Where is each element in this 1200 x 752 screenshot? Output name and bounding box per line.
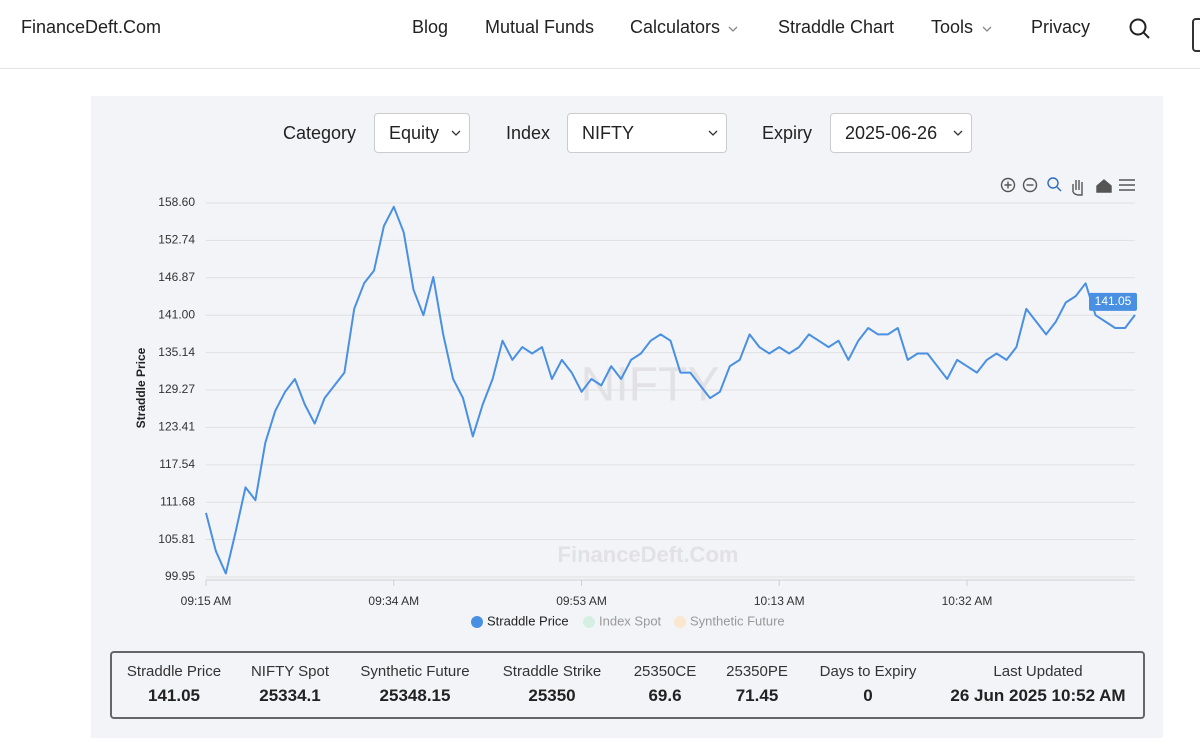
scrollbar	[1192, 18, 1200, 52]
pan-button[interactable]	[1072, 180, 1083, 196]
value-label-bg	[1089, 292, 1137, 311]
y-tick-label: 117.54	[159, 457, 195, 471]
stat-value: 26 Jun 2025 10:52 AM	[950, 686, 1126, 705]
stat-value: 141.05	[148, 686, 200, 705]
chevron	[728, 26, 738, 32]
x-tick-label: 09:34 AM	[368, 594, 419, 608]
legend-marker	[583, 616, 595, 628]
filter-label: Expiry	[762, 123, 813, 143]
chevron	[708, 130, 718, 136]
stat-label: Straddle Price	[126, 663, 222, 680]
header	[0, 0, 1200, 69]
stat-value: 0	[863, 686, 873, 705]
home-button[interactable]	[1096, 179, 1112, 193]
stats-box	[110, 651, 1145, 719]
stat-label: 25350PE	[726, 663, 788, 680]
chevron	[982, 26, 992, 32]
zoom-button[interactable]	[1047, 177, 1062, 192]
stat-value: 71.45	[735, 686, 779, 705]
line	[205, 205, 1136, 575]
filter-label: Category	[283, 123, 357, 143]
y-tick-label: 135.14	[158, 345, 195, 359]
stat-label: Straddle Strike	[502, 663, 602, 680]
y-tick-label: 141.00	[158, 307, 195, 321]
y-tick-label: 99.95	[165, 569, 195, 583]
stat-label: Days to Expiry	[819, 663, 917, 680]
legend-label: Index Spot	[599, 613, 662, 628]
stat-value: 25348.15	[379, 686, 451, 705]
watermark: FinanceDeft.Com	[558, 542, 739, 567]
nav-link[interactable]: Straddle Chart	[778, 17, 895, 37]
select[interactable]: Equity	[374, 113, 470, 153]
legend-label: Straddle Price	[487, 613, 569, 628]
filter-label: Index	[506, 123, 551, 143]
stat-value: 25350	[528, 686, 576, 705]
nav-link[interactable]: Calculators	[630, 17, 721, 37]
watermark: NIFTY	[581, 359, 720, 412]
zoom-out-button[interactable]	[1022, 177, 1038, 193]
toolbar	[1000, 177, 1135, 196]
select-value: 2025-06-26	[845, 123, 938, 143]
y-tick-label: 152.74	[158, 233, 195, 247]
nav-link[interactable]: Tools	[931, 17, 974, 37]
chevron	[953, 130, 963, 136]
y-tick-label: 129.27	[158, 382, 195, 396]
search-icon[interactable]	[1128, 17, 1152, 41]
select-value: NIFTY	[582, 123, 634, 143]
stat-label: Synthetic Future	[360, 663, 470, 680]
stat-label: NIFTY Spot	[250, 663, 330, 680]
chevron	[451, 130, 461, 136]
legend-label: Synthetic Future	[690, 613, 785, 628]
select-value: Equity	[389, 123, 440, 143]
stat-value: 69.6	[648, 686, 682, 705]
value-label: 141.05	[1095, 294, 1132, 308]
select[interactable]: 2025-06-26	[830, 113, 972, 153]
nav-link[interactable]: Privacy	[1031, 17, 1091, 37]
chart-body: NIFTY FinanceDeft.Com Straddle Price 99.…	[134, 177, 1137, 628]
x-tick-label: 09:15 AM	[181, 594, 232, 608]
legend-marker	[471, 616, 483, 628]
legend-marker	[674, 616, 686, 628]
nav-link[interactable]: Blog	[412, 17, 449, 37]
y-tick-label: 123.41	[158, 420, 195, 434]
x-tick-label: 09:53 AM	[556, 594, 607, 608]
y-tick-label: 158.60	[158, 195, 195, 209]
x-tick-label: 10:13 AM	[754, 594, 805, 608]
y-axis-label: Straddle Price	[134, 347, 148, 428]
stat-label: 25350CE	[633, 663, 697, 680]
select[interactable]: NIFTY	[567, 113, 727, 153]
y-tick-label: 105.81	[158, 532, 195, 546]
zoom-in-button[interactable]	[1000, 177, 1016, 193]
menu-button[interactable]	[1119, 179, 1135, 191]
nav-link[interactable]: Mutual Funds	[485, 17, 595, 37]
y-tick-label: 146.87	[158, 270, 195, 284]
brand[interactable]: FinanceDeft.Com	[21, 17, 162, 37]
y-tick-label: 111.68	[160, 494, 195, 508]
stat-label: Last Updated	[993, 663, 1083, 680]
chart: NIFTY FinanceDeft.Com Straddle Price 99.…	[134, 177, 1137, 628]
stat-value: 25334.1	[259, 686, 321, 705]
x-tick-label: 10:32 AM	[942, 594, 993, 608]
